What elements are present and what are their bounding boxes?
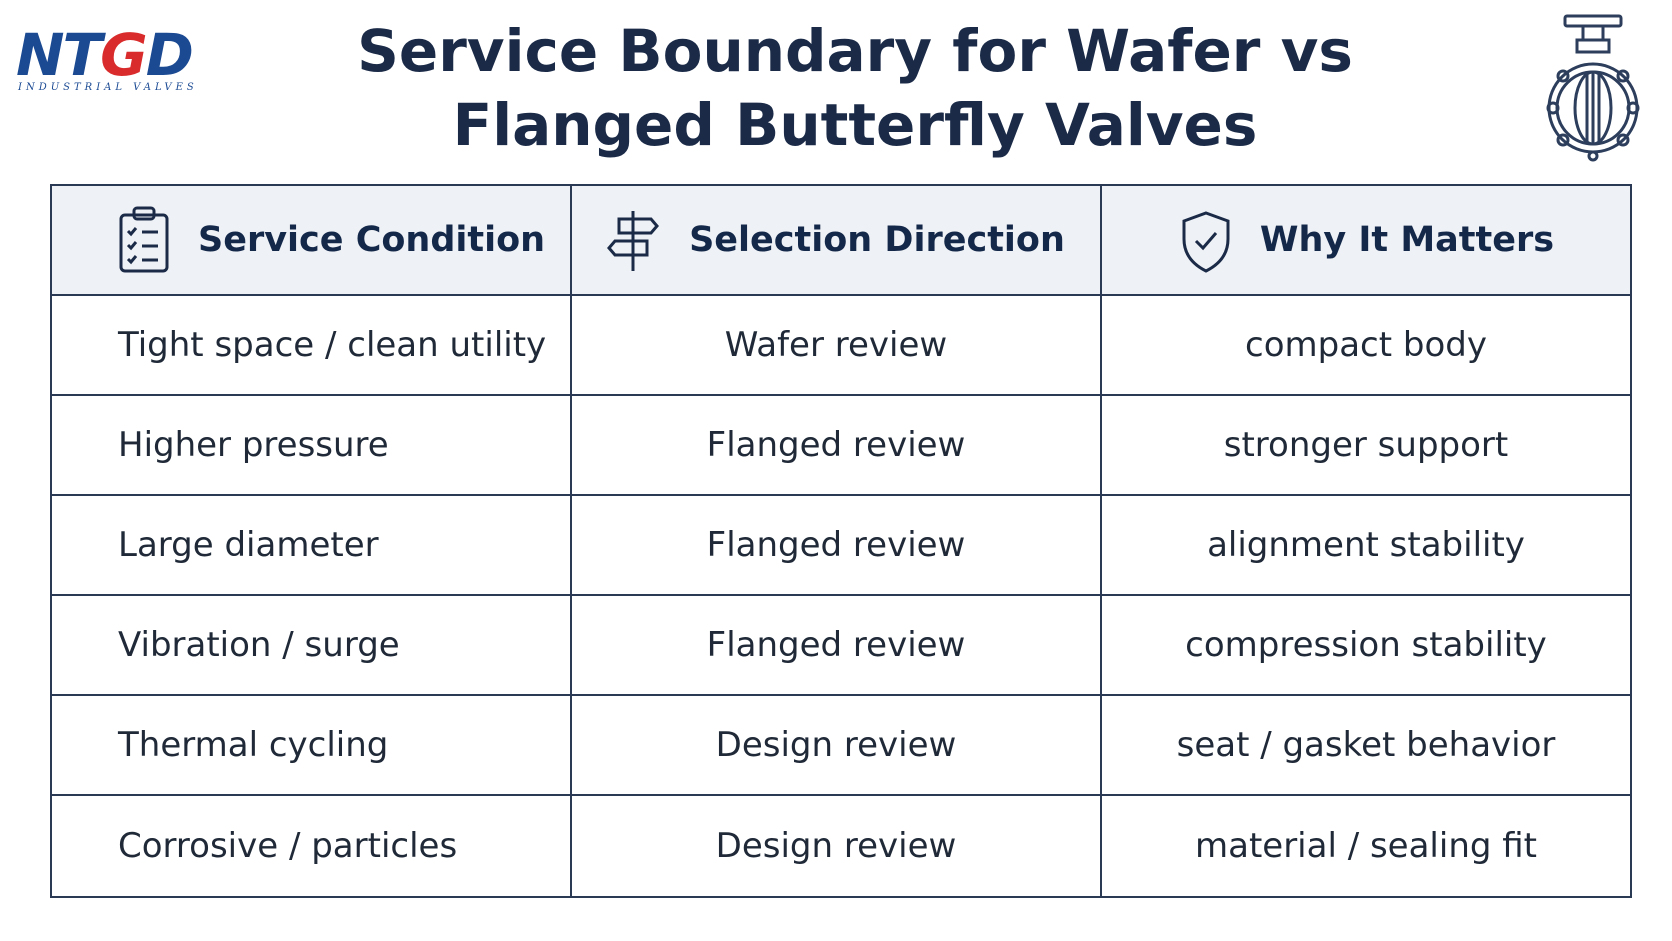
butterfly-valve-icon [1546, 14, 1640, 162]
table-cell-reason: seat / gasket behavior [1102, 696, 1630, 796]
clipboard-checklist-icon [119, 206, 169, 273]
table-cell-reason: compact body [1102, 296, 1630, 396]
title-line-1: Service Boundary for Wafer vs [357, 17, 1353, 85]
table-cell-direction: Wafer review [572, 296, 1102, 396]
table-cell-condition: Large diameter [52, 496, 572, 596]
table-cell-condition: Tight space / clean utility [52, 296, 572, 396]
shield-check-icon [1182, 211, 1230, 273]
logo-subtitle: INDUSTRIAL VALVES [18, 82, 198, 93]
page-title: Service Boundary for Wafer vs Flanged Bu… [330, 14, 1380, 162]
table-cell-direction: Flanged review [572, 396, 1102, 496]
table-cell-condition: Vibration / surge [52, 596, 572, 696]
table-cell-condition: Higher pressure [52, 396, 572, 496]
table-cell-direction: Flanged review [572, 496, 1102, 596]
title-line-2: Flanged Butterfly Valves [452, 91, 1258, 159]
table-header-label: Selection Direction [689, 220, 1065, 260]
table-header-service-condition: Service Condition [52, 186, 572, 296]
comparison-table: Service Condition Selection Direction Wh… [50, 184, 1632, 898]
table-header-label: Why It Matters [1259, 220, 1555, 260]
table-cell-reason: alignment stability [1102, 496, 1630, 596]
table-cell-direction: Flanged review [572, 596, 1102, 696]
table-header-why-it-matters: Why It Matters [1102, 186, 1630, 296]
logo-mark: NTGD [16, 21, 194, 89]
table-cell-direction: Design review [572, 796, 1102, 896]
table-cell-condition: Corrosive / particles [52, 796, 572, 896]
signpost-icon [607, 211, 660, 271]
table-cell-reason: compression stability [1102, 596, 1630, 696]
table-cell-reason: stronger support [1102, 396, 1630, 496]
table-cell-reason: material / sealing fit [1194, 826, 1538, 866]
table-header-selection-direction: Selection Direction [572, 186, 1102, 296]
table-cell-condition: Thermal cycling [52, 696, 572, 796]
table-header-label: Service Condition [198, 220, 546, 260]
company-logo: NTGD INDUSTRIAL VALVES [16, 24, 206, 96]
table-cell-direction: Design review [572, 696, 1102, 796]
